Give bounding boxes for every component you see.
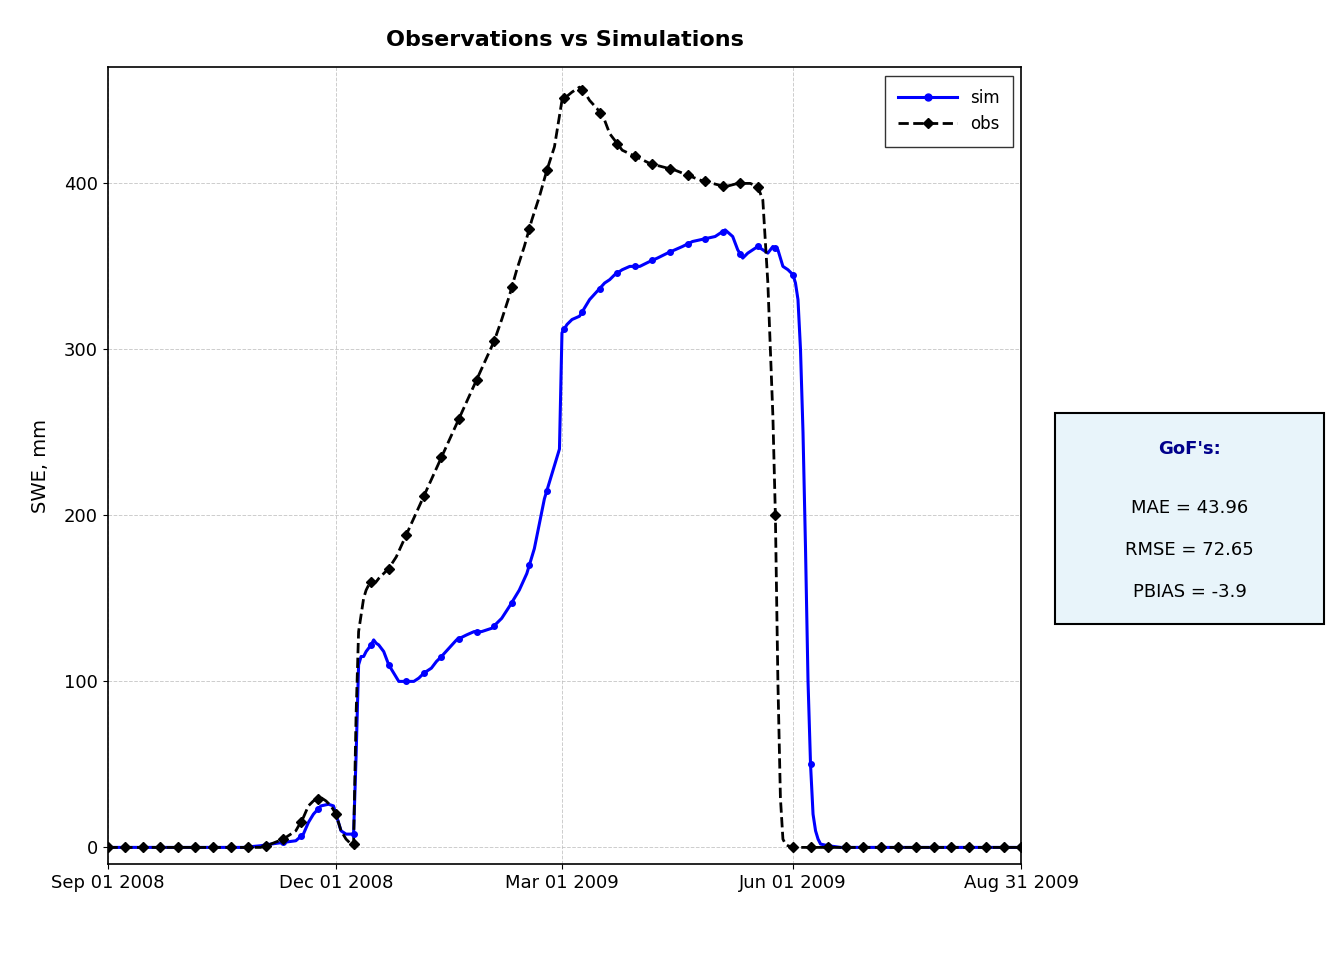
Text: PBIAS = -3.9: PBIAS = -3.9: [1133, 584, 1246, 601]
Text: RMSE = 72.65: RMSE = 72.65: [1125, 541, 1254, 559]
Legend: sim, obs: sim, obs: [886, 76, 1013, 147]
Y-axis label: SWE, mm: SWE, mm: [31, 419, 50, 513]
Text: GoF's:: GoF's:: [1159, 441, 1220, 458]
Text: MAE = 43.96: MAE = 43.96: [1130, 499, 1249, 516]
Title: Observations vs Simulations: Observations vs Simulations: [386, 31, 743, 50]
